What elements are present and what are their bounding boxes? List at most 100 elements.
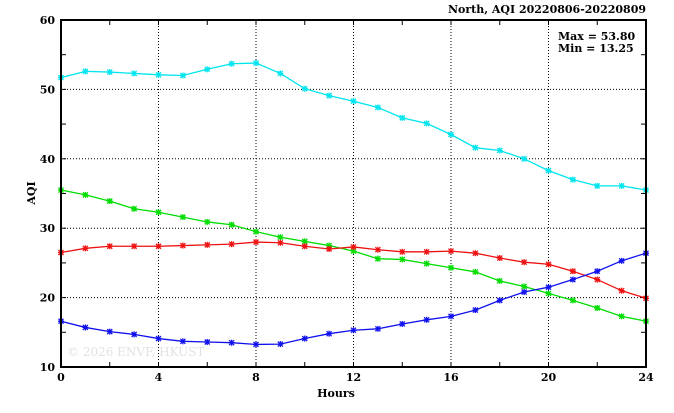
- data-point-cyan: [618, 182, 625, 189]
- chart-title: North, AQI 20220806-20220809: [448, 3, 646, 16]
- data-point-blue: [594, 268, 601, 275]
- data-point-cyan: [204, 66, 211, 73]
- x-tick-label: 4: [155, 371, 163, 384]
- data-point-cyan: [496, 147, 503, 154]
- data-point-red: [496, 255, 503, 262]
- data-point-red: [399, 248, 406, 255]
- data-point-blue: [82, 324, 89, 331]
- data-point-green: [594, 305, 601, 312]
- x-tick-label: 12: [346, 371, 361, 384]
- data-point-red: [106, 243, 113, 250]
- data-point-red: [472, 250, 479, 257]
- data-point-blue: [423, 316, 430, 323]
- data-point-cyan: [326, 92, 333, 99]
- data-point-cyan: [228, 60, 235, 67]
- data-point-green: [277, 234, 284, 241]
- y-tick-label: 10: [40, 361, 56, 374]
- data-point-blue: [155, 335, 162, 342]
- data-point-blue: [106, 328, 113, 335]
- data-point-cyan: [399, 114, 406, 121]
- x-tick-label: 0: [57, 371, 65, 384]
- data-point-green: [228, 221, 235, 228]
- data-point-red: [204, 241, 211, 248]
- data-point-green: [204, 218, 211, 225]
- data-point-red: [179, 242, 186, 249]
- x-tick-label: 16: [443, 371, 459, 384]
- data-point-red: [326, 246, 333, 253]
- data-point-red: [569, 268, 576, 275]
- data-point-cyan: [569, 176, 576, 183]
- data-point-red: [253, 239, 259, 246]
- data-point-blue: [228, 339, 235, 346]
- data-point-red: [374, 246, 381, 253]
- data-point-green: [82, 191, 89, 198]
- data-point-blue: [350, 327, 357, 334]
- data-point-blue: [496, 297, 503, 304]
- data-point-red: [228, 241, 235, 248]
- data-point-red: [350, 243, 357, 250]
- min-annotation: Min = 13.25: [558, 42, 634, 55]
- x-tick-label: 8: [252, 371, 260, 384]
- data-point-blue: [204, 339, 211, 346]
- data-point-red: [448, 248, 454, 255]
- data-point-green: [472, 268, 479, 275]
- data-point-cyan: [277, 70, 284, 77]
- data-point-cyan: [350, 98, 357, 105]
- data-point-green: [155, 209, 162, 216]
- data-point-green: [374, 255, 381, 262]
- watermark: © 2026 ENVF, HKUST: [67, 345, 205, 359]
- data-point-blue: [618, 257, 625, 264]
- y-tick-label: 40: [40, 153, 56, 166]
- data-point-green: [496, 277, 503, 284]
- data-point-green: [448, 264, 454, 271]
- data-point-cyan: [82, 68, 89, 75]
- data-point-blue: [399, 320, 406, 327]
- data-point-cyan: [423, 120, 430, 127]
- data-point-red: [301, 243, 308, 250]
- data-point-green: [521, 283, 528, 290]
- data-point-blue: [472, 307, 479, 314]
- data-point-cyan: [106, 69, 113, 76]
- data-point-red: [155, 243, 162, 250]
- data-point-cyan: [131, 70, 138, 77]
- data-point-cyan: [301, 85, 308, 92]
- data-point-red: [277, 239, 284, 246]
- data-point-cyan: [374, 104, 381, 111]
- data-point-cyan: [448, 131, 454, 138]
- data-point-blue: [545, 284, 552, 291]
- data-point-cyan: [472, 144, 479, 151]
- data-point-cyan: [545, 167, 552, 174]
- data-point-red: [521, 259, 528, 266]
- y-axis-label: AQI: [25, 181, 38, 205]
- data-point-red: [131, 243, 138, 250]
- data-point-cyan: [155, 71, 162, 78]
- x-axis-label: Hours: [317, 387, 355, 400]
- data-point-blue: [277, 341, 284, 348]
- data-point-blue: [569, 276, 576, 283]
- data-point-green: [399, 256, 406, 263]
- data-point-green: [423, 260, 430, 267]
- data-point-cyan: [179, 72, 186, 79]
- max-annotation: Max = 53.80: [558, 30, 636, 43]
- data-point-red: [594, 276, 601, 283]
- data-point-red: [82, 245, 89, 252]
- data-point-blue: [374, 325, 381, 332]
- data-point-blue: [253, 341, 259, 348]
- y-tick-label: 20: [40, 292, 56, 305]
- data-point-blue: [179, 338, 186, 345]
- data-point-green: [618, 313, 625, 320]
- data-point-red: [423, 248, 430, 255]
- y-tick-label: 60: [40, 14, 56, 27]
- data-point-green: [545, 290, 552, 297]
- x-tick-label: 24: [638, 371, 654, 384]
- data-point-red: [618, 287, 625, 294]
- data-point-blue: [131, 331, 138, 338]
- data-point-cyan: [521, 155, 528, 162]
- data-point-blue: [326, 330, 333, 337]
- data-point-blue: [448, 313, 454, 320]
- data-point-green: [106, 198, 113, 205]
- data-point-green: [131, 205, 138, 212]
- data-point-cyan: [594, 182, 601, 189]
